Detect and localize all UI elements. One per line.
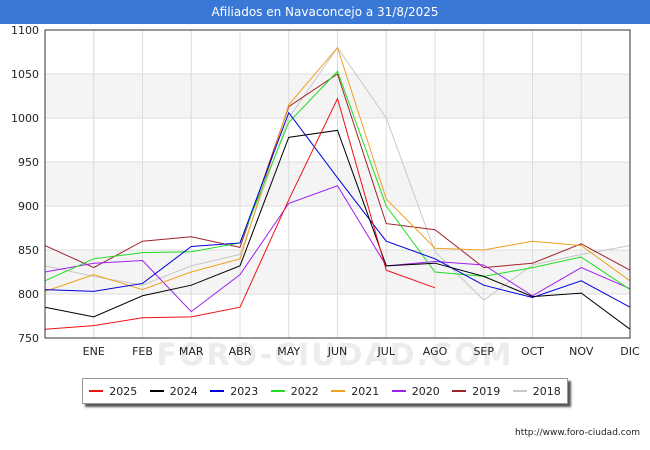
legend-label: 2025 — [109, 384, 138, 398]
legend-label: 2020 — [411, 384, 440, 398]
y-axis: 750 800 850 900 950 1000 1050 1100 — [11, 24, 39, 345]
legend-swatch — [452, 390, 467, 392]
plot-frame — [44, 29, 631, 339]
x-tick-label: ABR — [229, 345, 252, 358]
y-tick-label: 900 — [18, 200, 39, 213]
legend-item-2019: 2019 — [452, 385, 500, 398]
legend-item-2018: 2018 — [512, 384, 561, 398]
series-line-2022 — [44, 70, 631, 291]
legend-item-2024: 2024 — [149, 384, 198, 398]
x-tick-label: MAY — [277, 345, 300, 358]
y-tick-label: 1100 — [11, 24, 39, 37]
x-tick-label: NOV — [569, 345, 594, 358]
x-axis: ENE FEB MAR ABR MAY JUN JUL AGO SEP OCT NOV DIC — [83, 345, 640, 358]
x-tick-label: ENE — [83, 345, 105, 358]
x-tick-label: JUL — [377, 345, 396, 358]
x-tick-label: SEP — [473, 345, 494, 358]
legend-label: 2022 — [290, 384, 319, 398]
watermark: FORO-CIUDAD.COM — [157, 338, 514, 373]
series-line-2021 — [44, 46, 631, 292]
legend-label: 2021 — [351, 384, 380, 398]
x-tick-label: JUN — [327, 345, 348, 358]
legend-item-2020: 2020 — [391, 384, 440, 398]
legend-item-2025: 2025 — [89, 385, 137, 398]
y-tick-label: 1000 — [11, 112, 39, 125]
series-line-2020 — [44, 185, 631, 313]
y-tick-label: 850 — [18, 244, 39, 257]
y-tick-label: 750 — [18, 332, 39, 345]
legend-label: 2024 — [169, 384, 198, 398]
legend: 2025 2024 2023 2022 2021 2020 2019 2018 — [82, 378, 568, 404]
series-line-2019 — [44, 73, 631, 271]
x-tick-label: OCT — [521, 345, 544, 358]
x-tick-label: FEB — [132, 345, 153, 358]
legend-swatch — [331, 390, 346, 392]
chart-title: Afiliados en Navaconcejo a 31/8/2025 — [0, 0, 650, 24]
legend-item-2023: 2023 — [210, 385, 258, 398]
y-tick-label: 950 — [18, 156, 39, 169]
x-tick-label: MAR — [179, 345, 204, 358]
legend-swatch — [270, 390, 285, 392]
y-tick-label: 800 — [18, 288, 39, 301]
legend-label: 2018 — [532, 384, 561, 398]
x-tick-label: AGO — [423, 345, 448, 358]
series-line-2025 — [44, 97, 436, 330]
legend-swatch — [512, 390, 527, 392]
series-lines — [44, 46, 631, 330]
legend-swatch — [149, 390, 164, 392]
y-tick-label: 1050 — [11, 68, 39, 81]
x-tick-label: DIC — [620, 345, 640, 358]
legend-item-2022: 2022 — [270, 384, 319, 398]
legend-label: 2019 — [472, 384, 501, 398]
series-line-2023 — [44, 111, 631, 308]
legend-swatch — [89, 390, 104, 392]
source-url: http://www.foro-ciudad.com — [515, 428, 640, 438]
legend-swatch — [391, 390, 406, 392]
legend-swatch — [210, 390, 225, 392]
legend-item-2021: 2021 — [331, 385, 379, 398]
series-line-2024 — [44, 129, 631, 330]
legend-label: 2023 — [230, 384, 259, 398]
